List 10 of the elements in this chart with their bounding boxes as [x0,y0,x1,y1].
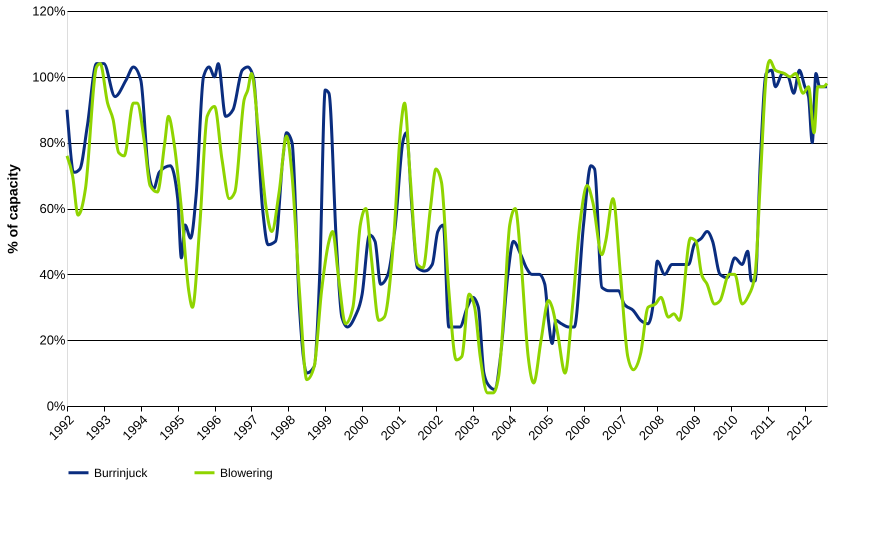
y-tick-label: 120% [32,4,66,18]
y-axis-title: % of capacity [4,164,20,254]
legend-label: Burrinjuck [94,466,148,480]
legend-label: Blowering [220,466,273,480]
y-tick-label: 0% [46,398,66,414]
y-tick-label: 100% [32,69,66,84]
y-tick-label: 60% [39,201,66,216]
y-tick-label: 40% [39,266,66,282]
y-tick-label: 20% [39,332,66,348]
y-tick-label: 80% [39,135,66,150]
